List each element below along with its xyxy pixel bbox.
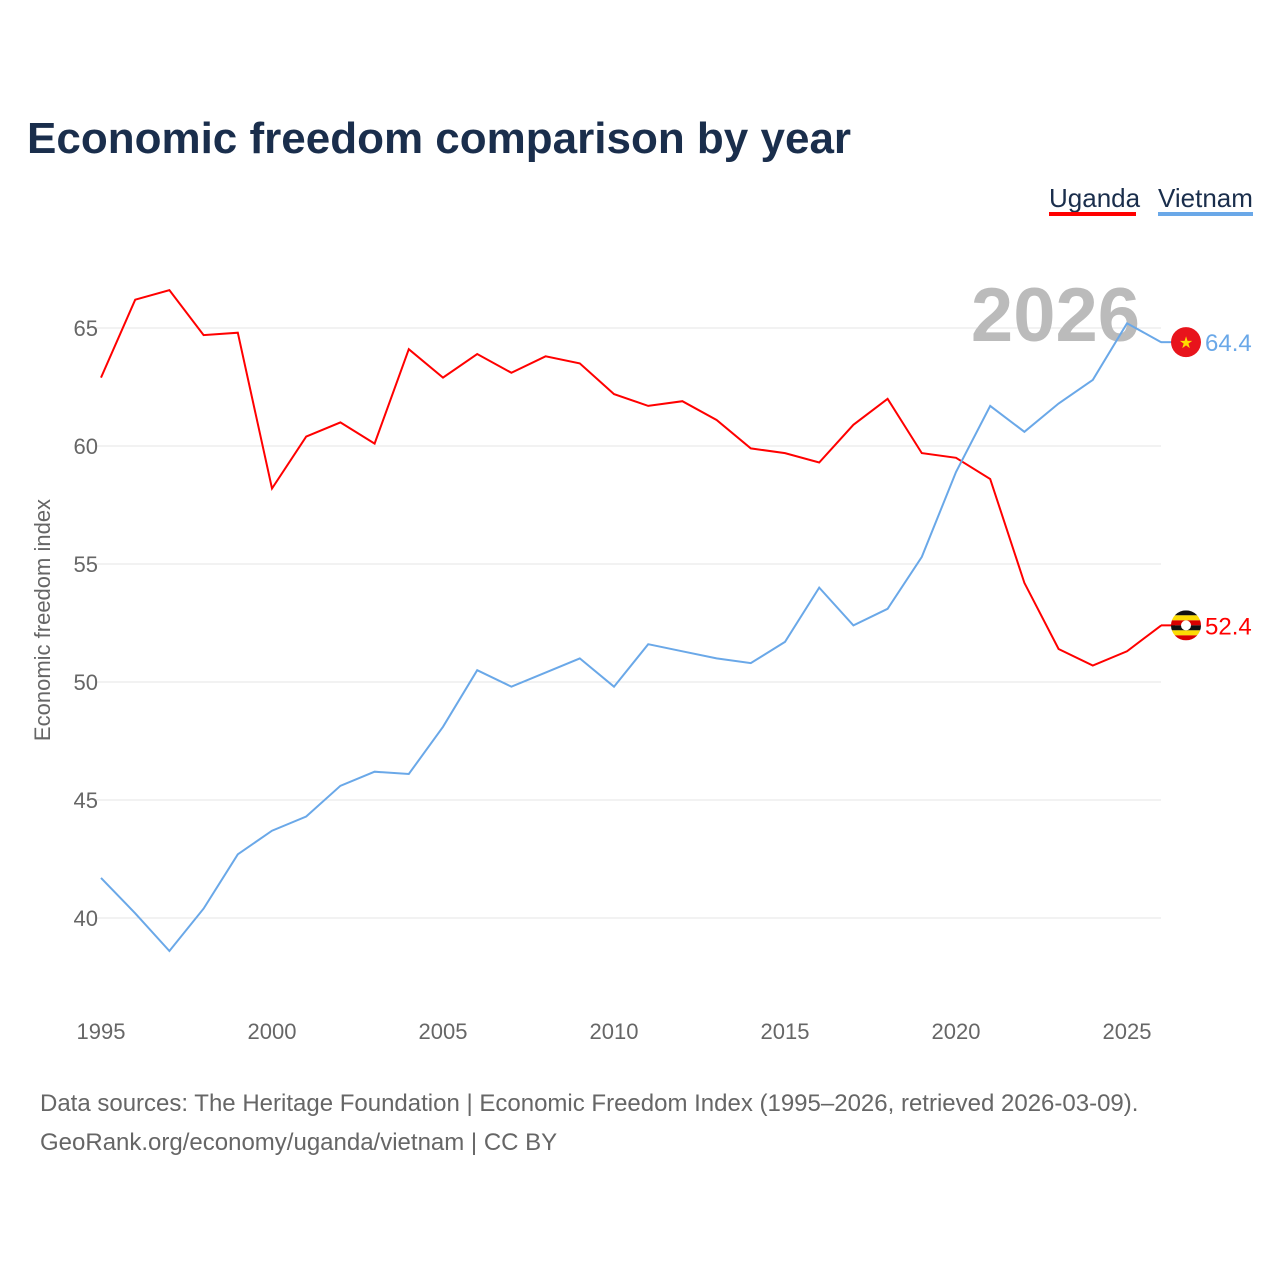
uganda-flag-icon: [1171, 610, 1201, 641]
x-axis: 1995 2000 2005 2010 2015 2020 2025: [77, 1019, 1152, 1044]
legend-item-uganda[interactable]: Uganda: [1049, 183, 1141, 213]
chart-title: Economic freedom comparison by year: [27, 114, 851, 163]
y-axis-label: Economic freedom index: [30, 499, 55, 741]
x-tick-label: 2025: [1103, 1019, 1152, 1044]
series-line-vietnam: [100, 321, 1162, 953]
x-tick-label: 2005: [419, 1019, 468, 1044]
svg-text:★: ★: [1179, 335, 1193, 352]
end-value-label: 64.4: [1205, 330, 1252, 357]
series-lines: [100, 289, 1162, 953]
end-value-label: 52.4: [1205, 613, 1252, 640]
footer-sources: Data sources: The Heritage Foundation | …: [40, 1090, 1138, 1117]
legend-swatch: [1049, 212, 1136, 216]
y-tick-label: 55: [74, 552, 98, 577]
x-tick-label: 2020: [932, 1019, 981, 1044]
footer-link[interactable]: GeoRank.org/economy/uganda/vietnam | CC …: [40, 1129, 557, 1156]
end-labels: 52.4 ★ 64.4: [1161, 327, 1252, 641]
year-annotation: 2026: [971, 273, 1140, 358]
x-tick-label: 2000: [248, 1019, 297, 1044]
x-tick-label: 2010: [590, 1019, 639, 1044]
y-tick-label: 65: [74, 316, 98, 341]
gridlines: [95, 327, 1161, 919]
legend-item-vietnam[interactable]: Vietnam: [1158, 183, 1253, 213]
x-tick-label: 2015: [761, 1019, 810, 1044]
y-tick-label: 45: [74, 788, 98, 813]
y-tick-label: 40: [74, 906, 98, 931]
legend: Uganda Vietnam: [1049, 183, 1253, 216]
legend-swatch: [1158, 212, 1253, 216]
vietnam-flag-icon: ★: [1171, 327, 1201, 358]
y-tick-label: 50: [74, 670, 98, 695]
y-axis: 40 45 50 55 60 65: [74, 316, 98, 931]
series-line-uganda: [100, 289, 1162, 667]
x-tick-label: 1995: [77, 1019, 126, 1044]
y-tick-label: 60: [74, 434, 98, 459]
